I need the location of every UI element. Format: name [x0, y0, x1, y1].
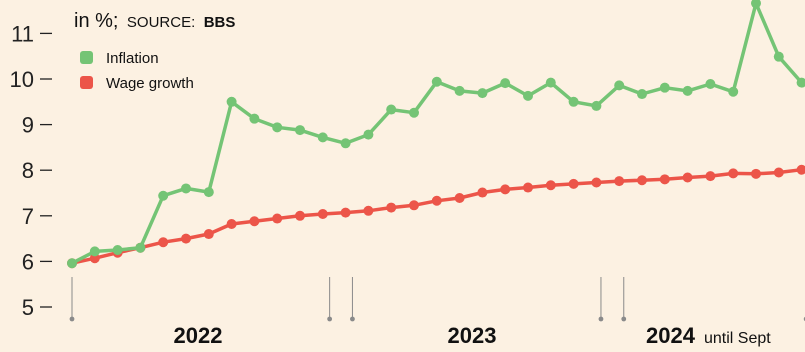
- data-point-inflation: [614, 80, 625, 91]
- legend-label-wage-growth: Wage growth: [106, 75, 194, 92]
- data-point-wage-growth: [637, 175, 647, 186]
- data-point-inflation: [545, 77, 556, 88]
- year-divider-dot: [350, 316, 355, 322]
- x-year-label: 2022: [174, 323, 223, 348]
- unit-label: in %;: [74, 10, 118, 32]
- y-tick-label: 8: [22, 158, 34, 183]
- year-divider-dot: [327, 316, 333, 322]
- y-tick-label: 9: [22, 113, 34, 138]
- series-line-inflation: [71, 1, 805, 265]
- data-point-wage-growth: [705, 171, 716, 182]
- data-point-inflation: [728, 86, 739, 97]
- data-point-wage-growth: [500, 184, 511, 195]
- data-point-wage-growth: [545, 180, 556, 191]
- data-point-inflation: [751, 0, 761, 9]
- x-year-note: until Sept: [704, 330, 771, 347]
- data-point-wage-growth: [454, 193, 465, 204]
- legend-label-inflation: Inflation: [106, 50, 159, 67]
- data-point-inflation: [454, 85, 465, 96]
- data-point-inflation: [67, 258, 77, 269]
- y-tick-label: 5: [22, 295, 34, 320]
- data-point-inflation: [340, 138, 351, 149]
- series-inflation: [67, 0, 805, 269]
- series-line-wage-growth: [71, 167, 805, 265]
- data-point-wage-growth: [363, 205, 374, 216]
- source-prefix: SOURCE:: [127, 14, 195, 31]
- data-point-wage-growth: [158, 237, 169, 248]
- data-point-inflation: [272, 122, 283, 133]
- data-point-inflation: [568, 96, 579, 107]
- data-point-inflation: [295, 125, 305, 136]
- data-point-wage-growth: [568, 178, 579, 189]
- data-point-wage-growth: [751, 168, 761, 179]
- year-divider-dot: [621, 316, 627, 322]
- data-point-wage-growth: [659, 174, 670, 185]
- data-point-inflation: [682, 85, 693, 96]
- data-point-inflation: [226, 96, 237, 107]
- data-point-inflation: [317, 132, 328, 143]
- x-year-label: 2024: [646, 323, 696, 348]
- legend-swatch-wage-growth: [80, 76, 93, 89]
- svg-text:in %; SOURCE: BBS: in %; SOURCE: BBS: [74, 10, 235, 32]
- data-point-inflation: [89, 246, 100, 257]
- data-point-inflation: [363, 129, 374, 140]
- y-tick-label: 6: [22, 249, 34, 274]
- data-point-wage-growth: [203, 229, 214, 240]
- x-axis: 2022 2023 2024 until Sept: [69, 277, 805, 348]
- year-divider-dot: [69, 316, 75, 322]
- data-point-wage-growth: [249, 216, 260, 227]
- data-point-inflation: [477, 88, 488, 99]
- data-point-inflation: [135, 242, 146, 253]
- source-name: BBS: [204, 14, 236, 31]
- data-point-inflation: [773, 51, 784, 62]
- y-tick-label: 11: [11, 21, 34, 46]
- y-axis: 5 6 7 8 9 10 11: [10, 21, 52, 320]
- data-point-wage-growth: [317, 208, 328, 219]
- data-point-wage-growth: [431, 195, 442, 206]
- data-point-inflation: [637, 89, 647, 100]
- data-point-inflation: [500, 78, 511, 89]
- data-point-wage-growth: [409, 200, 419, 211]
- chart-subtitle: in %; SOURCE: BBS: [74, 10, 235, 32]
- data-point-wage-growth: [181, 233, 191, 244]
- data-point-wage-growth: [226, 219, 237, 230]
- data-point-inflation: [203, 187, 214, 198]
- data-point-wage-growth: [340, 207, 351, 218]
- data-point-wage-growth: [614, 176, 625, 187]
- year-divider-dot: [598, 316, 604, 322]
- x-year-label: 2023: [448, 323, 497, 348]
- data-point-inflation: [431, 76, 442, 87]
- data-point-wage-growth: [591, 177, 602, 188]
- y-tick-label: 10: [10, 67, 34, 92]
- data-point-inflation: [705, 79, 716, 90]
- series-wage-growth: [67, 164, 805, 269]
- data-point-wage-growth: [773, 167, 784, 178]
- data-point-inflation: [523, 90, 533, 101]
- data-point-inflation: [409, 107, 419, 118]
- data-point-wage-growth: [272, 213, 283, 224]
- data-point-wage-growth: [728, 168, 739, 179]
- legend: Inflation Wage growth: [80, 50, 194, 92]
- data-point-inflation: [386, 104, 397, 115]
- data-point-wage-growth: [796, 164, 805, 175]
- y-tick-label: 7: [22, 204, 34, 229]
- data-point-wage-growth: [89, 253, 100, 264]
- data-point-wage-growth: [295, 210, 305, 221]
- data-point-inflation: [112, 245, 123, 255]
- data-point-inflation: [249, 113, 260, 124]
- data-point-wage-growth: [682, 172, 693, 183]
- data-point-inflation: [158, 190, 169, 201]
- data-point-inflation: [659, 82, 670, 93]
- data-point-wage-growth: [386, 202, 397, 213]
- data-point-inflation: [591, 100, 602, 111]
- data-point-inflation: [181, 183, 191, 194]
- series-layer: [67, 0, 805, 269]
- data-point-wage-growth: [523, 182, 533, 193]
- legend-swatch-inflation: [80, 51, 93, 64]
- data-point-inflation: [796, 77, 805, 88]
- data-point-wage-growth: [477, 187, 488, 198]
